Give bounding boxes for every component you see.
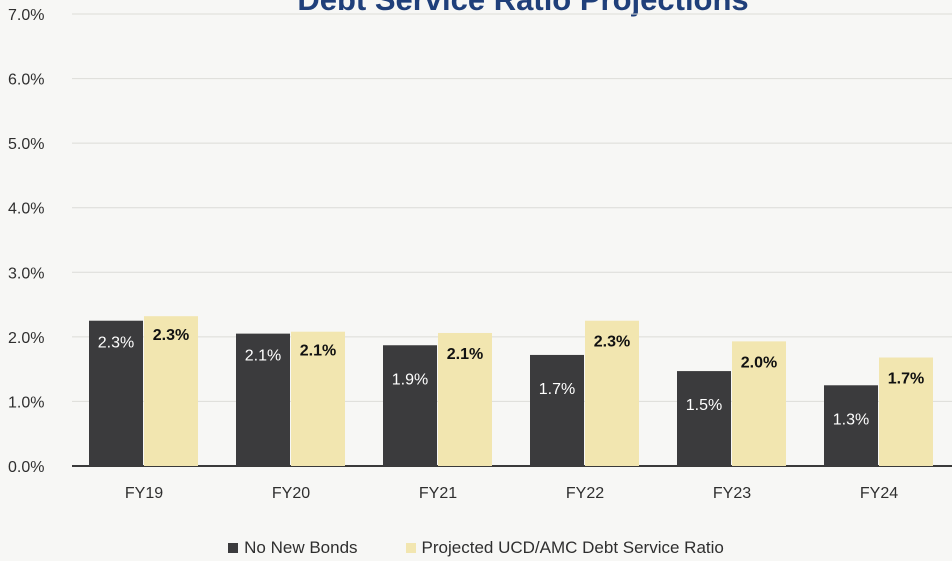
- bar-no-new-bonds: [236, 333, 290, 466]
- bar-no-new-bonds: [824, 385, 878, 466]
- data-label: 1.9%: [392, 371, 428, 388]
- bar-no-new-bonds: [89, 320, 143, 466]
- y-tick-label: 7.0%: [8, 7, 44, 24]
- data-label: 2.0%: [741, 354, 777, 371]
- x-tick-label: FY19: [125, 485, 163, 502]
- data-label: 1.7%: [888, 371, 924, 388]
- bar-projected: [732, 341, 786, 466]
- legend-item-no-new-bonds: No New Bonds: [228, 538, 358, 558]
- legend-label-projected: Projected UCD/AMC Debt Service Ratio: [421, 538, 724, 557]
- y-tick-label: 5.0%: [8, 136, 44, 153]
- legend: No New Bonds Projected UCD/AMC Debt Serv…: [0, 538, 952, 558]
- bar-no-new-bonds: [530, 354, 584, 466]
- data-label: 2.1%: [245, 348, 281, 365]
- bar-projected: [291, 331, 345, 466]
- bar-projected: [879, 357, 933, 466]
- bar-no-new-bonds: [677, 371, 731, 466]
- x-tick-label: FY24: [860, 485, 898, 502]
- data-label: 2.3%: [153, 327, 189, 344]
- x-tick-label: FY22: [566, 485, 604, 502]
- y-tick-label: 3.0%: [8, 265, 44, 282]
- x-tick-label: FY23: [713, 485, 751, 502]
- data-label: 1.7%: [539, 381, 575, 398]
- y-tick-label: 4.0%: [8, 201, 44, 218]
- data-label: 1.3%: [833, 411, 869, 428]
- data-label: 2.3%: [594, 334, 630, 351]
- chart-title: Debt Service Ratio Projections: [0, 0, 952, 18]
- legend-swatch-no-new-bonds: [228, 543, 239, 553]
- legend-item-projected: Projected UCD/AMC Debt Service Ratio: [405, 538, 724, 558]
- data-label: 2.3%: [98, 335, 134, 352]
- x-tick-label: FY21: [419, 485, 457, 502]
- bar-projected: [585, 320, 639, 466]
- y-tick-label: 6.0%: [8, 72, 44, 89]
- bar-projected: [144, 316, 198, 466]
- y-tick-label: 0.0%: [8, 459, 44, 476]
- data-label: 1.5%: [686, 397, 722, 414]
- y-tick-label: 2.0%: [8, 330, 44, 347]
- data-label: 2.1%: [300, 343, 336, 360]
- bar-projected: [438, 332, 492, 466]
- y-tick-label: 1.0%: [8, 394, 44, 411]
- bar-no-new-bonds: [383, 345, 437, 466]
- x-tick-label: FY20: [272, 485, 310, 502]
- legend-swatch-projected: [405, 543, 416, 553]
- legend-label-no-new-bonds: No New Bonds: [244, 538, 358, 557]
- data-label: 2.1%: [447, 346, 483, 363]
